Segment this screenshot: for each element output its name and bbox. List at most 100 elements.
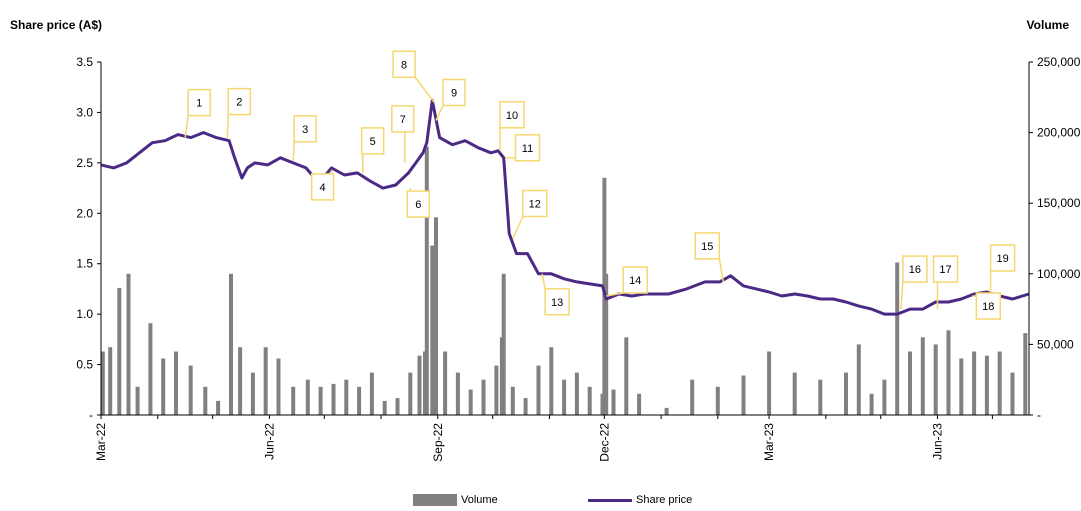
callout-box [187, 88, 211, 117]
volume-bar [344, 379, 349, 415]
callout-label: 18 [982, 301, 994, 313]
volume-bar [523, 398, 528, 415]
volume-bar [117, 287, 122, 415]
left-tick-label: 2.5 [76, 156, 93, 170]
x-tick-label: Mar-23 [762, 423, 776, 461]
volume-bar [148, 323, 153, 415]
volume-bar [305, 379, 310, 415]
axes: - 0.5 1.0 1.5 2.0 2.5 3.0 3.5 - 50,000 100,000 150,… [76, 55, 1080, 462]
volume-bar [637, 393, 642, 415]
volume-bar [188, 365, 193, 415]
volume-bar [263, 347, 268, 415]
callout-leader [414, 76, 435, 103]
legend-label-volume: Volume [461, 494, 498, 506]
price-line [100, 98, 1030, 316]
right-tick-label: 250,000 [1037, 55, 1081, 69]
callout-leader [512, 216, 524, 239]
callout-label: 8 [401, 59, 407, 71]
legend-item-price: Share price [588, 494, 692, 506]
callout-label: 16 [909, 264, 921, 276]
volume-bar [818, 379, 823, 415]
volume-bar [408, 372, 413, 415]
callout-label: 7 [400, 114, 406, 126]
volume-bar [161, 358, 166, 415]
right-axis-title: Volume [1026, 18, 1069, 32]
callout-label: 14 [629, 275, 641, 287]
volume-bar [331, 383, 336, 415]
volume-bar [108, 347, 113, 415]
volume-bar [100, 351, 105, 415]
callout-box [499, 101, 525, 129]
legend-swatch-volume [413, 494, 457, 506]
volume-bars [100, 146, 1028, 415]
callout-label: 10 [506, 110, 518, 122]
volume-bar [494, 365, 499, 415]
volume-bar [481, 379, 486, 415]
left-tick-label: 3.5 [76, 55, 93, 69]
callout-label: 6 [415, 199, 421, 211]
callout-leader [292, 141, 295, 161]
callout-box [406, 190, 431, 218]
callout-label: 12 [529, 199, 541, 211]
callout-leader [718, 258, 725, 282]
volume-bar [959, 358, 964, 415]
left-tick-label: - [89, 408, 93, 422]
callout-box [514, 134, 541, 162]
volume-bar [417, 355, 422, 415]
callout-label: 4 [320, 182, 326, 194]
volume-bar [920, 337, 925, 415]
legend-label-price: Share price [636, 494, 693, 506]
right-tick-label: 50,000 [1037, 337, 1074, 351]
callout-box [975, 292, 1002, 320]
callout-box [932, 255, 959, 283]
callout-box [694, 232, 721, 260]
volume-bar [715, 386, 720, 415]
volume-bar [792, 372, 797, 415]
x-tick-label: Mar-22 [94, 423, 108, 461]
callout-label: 2 [236, 97, 242, 109]
callout-box [227, 87, 252, 116]
volume-bar [574, 372, 579, 415]
volume-bar [430, 245, 435, 415]
volume-bar [984, 355, 989, 415]
volume-bar [997, 351, 1002, 415]
volume-bar [126, 273, 131, 415]
volume-bar [434, 217, 438, 415]
x-tick-label: Sep-22 [431, 423, 445, 462]
volume-bar [1023, 333, 1028, 415]
volume-bar [604, 273, 609, 415]
callout-box [544, 288, 570, 316]
volume-bar [536, 365, 541, 415]
left-tick-label: 1.5 [76, 257, 93, 271]
callout-label: 11 [522, 143, 533, 155]
callout-box [522, 189, 548, 218]
volume-bar [455, 372, 460, 415]
volume-bar [369, 372, 374, 415]
right-tick-label: - [1037, 408, 1041, 422]
volume-bar [229, 273, 233, 415]
legend-item-volume: Volume [413, 494, 498, 506]
volume-bar [216, 400, 221, 415]
callout-box [360, 127, 385, 155]
volume-bar [443, 351, 448, 415]
callout-label: 13 [551, 297, 563, 309]
callout-box [902, 255, 928, 283]
callout-box [622, 266, 648, 294]
volume-bar [741, 375, 746, 415]
volume-bar [318, 386, 323, 415]
volume-bar [933, 344, 938, 415]
volume-bar [468, 389, 473, 415]
callout-box [989, 244, 1016, 272]
right-tick-label: 200,000 [1037, 126, 1081, 140]
volume-bar [291, 386, 296, 415]
left-tick-label: 1.0 [76, 307, 93, 321]
volume-bar [664, 407, 669, 415]
volume-bar [424, 146, 429, 415]
volume-bar [174, 351, 178, 415]
callout-label: 3 [302, 124, 308, 136]
right-tick-label: 100,000 [1037, 267, 1081, 281]
volume-bar [1010, 372, 1015, 415]
volume-bar [501, 273, 506, 415]
volume-bar [856, 344, 861, 415]
volume-bar [869, 393, 874, 415]
